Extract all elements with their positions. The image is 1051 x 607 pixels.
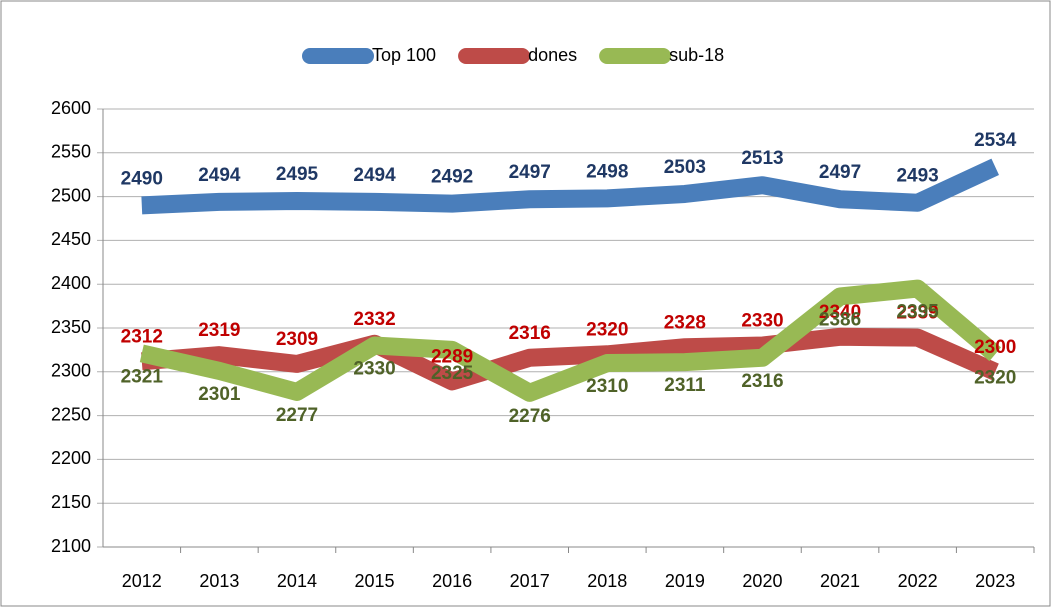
legend-label: Top 100 bbox=[372, 45, 436, 65]
y-tick-label: 2300 bbox=[51, 361, 91, 381]
y-tick-label: 2550 bbox=[51, 142, 91, 162]
x-tick-label: 2014 bbox=[277, 571, 317, 591]
data-label: 2497 bbox=[819, 162, 861, 183]
series-line bbox=[139, 279, 1002, 402]
y-tick-label: 2100 bbox=[51, 536, 91, 556]
data-label: 2325 bbox=[431, 363, 474, 384]
data-label: 2495 bbox=[276, 164, 319, 185]
data-label: 2513 bbox=[741, 148, 783, 169]
legend-label: sub-18 bbox=[669, 45, 724, 65]
data-label: 2497 bbox=[509, 162, 551, 183]
data-label: 2330 bbox=[741, 311, 783, 332]
x-tick-label: 2012 bbox=[122, 571, 162, 591]
data-label: 2276 bbox=[509, 406, 551, 427]
legend-label: dones bbox=[528, 45, 577, 65]
x-tick-label: 2017 bbox=[510, 571, 550, 591]
series-line bbox=[141, 327, 999, 391]
data-label: 2493 bbox=[896, 166, 938, 187]
data-label: 2498 bbox=[586, 161, 628, 182]
data-label: 2534 bbox=[974, 130, 1017, 151]
data-label: 2316 bbox=[741, 371, 783, 392]
data-label: 2339 bbox=[896, 303, 938, 324]
data-label: 2395 bbox=[896, 302, 939, 323]
x-tick-label: 2015 bbox=[355, 571, 395, 591]
data-label: 2309 bbox=[276, 329, 318, 350]
y-tick-label: 2500 bbox=[51, 185, 91, 205]
legend: Top 100 dones sub-18 bbox=[302, 45, 724, 65]
data-label: 2330 bbox=[353, 359, 395, 380]
x-tick-label: 2018 bbox=[587, 571, 627, 591]
data-label: 2492 bbox=[431, 167, 473, 188]
x-tick-label: 2016 bbox=[432, 571, 472, 591]
y-tick-label: 2150 bbox=[51, 492, 91, 512]
series-line bbox=[141, 158, 999, 215]
x-tick-label: 2021 bbox=[820, 571, 860, 591]
data-label: 2289 bbox=[431, 346, 473, 367]
data-label: 2503 bbox=[664, 157, 706, 178]
x-tick-label: 2013 bbox=[199, 571, 239, 591]
data-label: 2300 bbox=[974, 337, 1016, 358]
data-label: 2319 bbox=[198, 320, 240, 341]
data-label: 2316 bbox=[509, 323, 551, 344]
y-tick-label: 2350 bbox=[51, 317, 91, 337]
data-label: 2277 bbox=[276, 405, 318, 426]
data-label: 2328 bbox=[664, 312, 706, 333]
data-label: 2321 bbox=[121, 366, 164, 387]
data-label: 2312 bbox=[121, 326, 163, 347]
y-tick-label: 2600 bbox=[51, 98, 91, 118]
y-tick-label: 2250 bbox=[51, 404, 91, 424]
y-tick-label: 2400 bbox=[51, 273, 91, 293]
data-label: 2311 bbox=[664, 375, 706, 396]
data-label: 2494 bbox=[198, 165, 241, 186]
data-label: 2301 bbox=[198, 384, 241, 405]
y-tick-label: 2200 bbox=[51, 448, 91, 468]
data-label: 2340 bbox=[819, 302, 861, 323]
x-tick-label: 2023 bbox=[975, 571, 1015, 591]
x-tick-label: 2020 bbox=[742, 571, 782, 591]
data-label: 2494 bbox=[353, 165, 396, 186]
y-tick-label: 2450 bbox=[51, 229, 91, 249]
data-label: 2490 bbox=[121, 168, 163, 189]
data-label: 2320 bbox=[586, 319, 628, 340]
data-label: 2386 bbox=[819, 309, 861, 330]
x-tick-label: 2019 bbox=[665, 571, 705, 591]
data-label: 2320 bbox=[974, 367, 1016, 388]
data-label: 2310 bbox=[586, 376, 628, 397]
data-label: 2332 bbox=[353, 309, 395, 330]
x-tick-label: 2022 bbox=[898, 571, 938, 591]
